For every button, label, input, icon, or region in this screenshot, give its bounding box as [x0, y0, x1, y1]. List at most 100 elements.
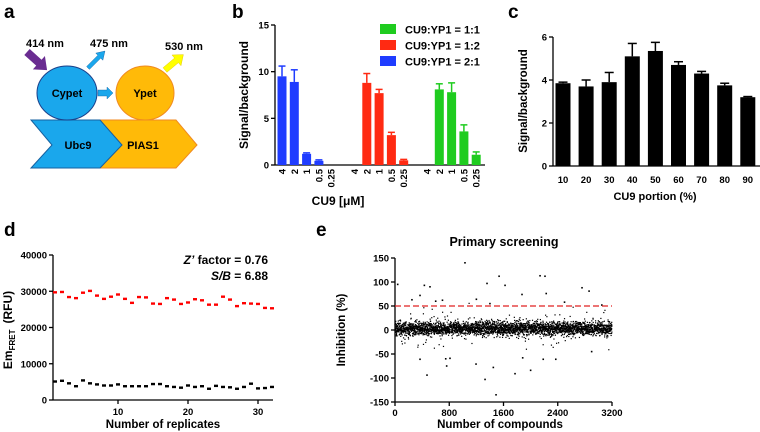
- data-point: [587, 325, 590, 327]
- data-point: [510, 330, 513, 333]
- data-point: [499, 324, 501, 326]
- data-point: [501, 328, 503, 330]
- data-point: [590, 325, 592, 327]
- outlier-point: [441, 299, 444, 302]
- data-point: [484, 325, 486, 327]
- data-point: [405, 335, 408, 337]
- data-point: [574, 327, 576, 329]
- data-point: [590, 333, 593, 336]
- data-point: [495, 324, 497, 326]
- data-point: [609, 330, 611, 332]
- data-point: [511, 322, 513, 325]
- data-point: [438, 330, 440, 332]
- data-point: [551, 325, 554, 327]
- data-point: [123, 385, 127, 388]
- outlier-point: [423, 284, 426, 287]
- data-point: [573, 331, 575, 333]
- data-point: [530, 326, 532, 328]
- data-point: [606, 326, 608, 329]
- data-point: [436, 326, 438, 329]
- data-point: [456, 329, 458, 331]
- data-point: [491, 331, 493, 333]
- data-point: [590, 328, 592, 330]
- data-point: [471, 326, 473, 329]
- data-point: [494, 330, 496, 332]
- data-point: [468, 302, 470, 304]
- data-point: [398, 331, 400, 333]
- data-point: [569, 328, 571, 331]
- data-point: [420, 332, 423, 334]
- data-point: [515, 326, 517, 328]
- data-point: [541, 330, 543, 332]
- data-point: [591, 324, 593, 326]
- data-point: [567, 332, 569, 334]
- data-point: [501, 323, 503, 326]
- data-point: [569, 333, 571, 336]
- data-point: [552, 331, 555, 333]
- data-point: [508, 331, 510, 333]
- data-point: [447, 319, 449, 321]
- data-point: [497, 321, 499, 323]
- outlier-point: [601, 304, 603, 306]
- data-point: [526, 322, 528, 325]
- data-point: [463, 324, 465, 327]
- data-point: [475, 330, 477, 332]
- data-point: [563, 320, 565, 322]
- data-point: [547, 331, 549, 333]
- data-point: [603, 329, 605, 331]
- data-point: [458, 334, 460, 336]
- data-point: [417, 344, 419, 346]
- data-point: [489, 321, 491, 323]
- x-tick-label: 0.25: [472, 168, 483, 187]
- data-point: [492, 332, 495, 334]
- data-point: [494, 325, 497, 328]
- data-point: [403, 332, 405, 334]
- data-point: [549, 331, 551, 333]
- data-point: [576, 325, 578, 327]
- data-point: [487, 335, 489, 337]
- data-point: [546, 316, 548, 318]
- ubc9-label: Ubc9: [65, 140, 92, 152]
- data-point: [437, 317, 439, 319]
- data-point: [411, 333, 414, 335]
- data-point: [576, 321, 578, 323]
- data-point: [456, 323, 459, 325]
- data-point: [566, 324, 568, 326]
- data-point: [580, 324, 582, 326]
- data-point: [523, 334, 526, 336]
- data-point: [493, 321, 496, 323]
- data-point: [398, 323, 400, 326]
- data-point: [426, 323, 428, 325]
- data-point: [525, 337, 527, 340]
- y-tick-label: 6: [542, 33, 547, 44]
- data-point: [514, 319, 516, 321]
- data-point: [472, 327, 474, 329]
- data-point: [430, 331, 433, 333]
- data-point: [591, 332, 594, 334]
- data-point: [458, 325, 460, 327]
- data-point: [522, 334, 525, 336]
- data-point: [461, 331, 463, 333]
- data-point: [490, 329, 492, 331]
- data-point: [582, 334, 585, 337]
- data-point: [395, 331, 397, 333]
- data-point: [514, 328, 516, 330]
- data-point: [491, 329, 493, 332]
- data-point: [588, 330, 590, 332]
- data-point: [570, 338, 572, 340]
- data-point: [509, 323, 511, 326]
- data-point: [581, 327, 583, 329]
- data-point: [471, 323, 473, 326]
- data-point: [405, 323, 407, 325]
- data-point: [467, 323, 469, 325]
- data-point: [475, 325, 477, 327]
- data-point: [499, 333, 502, 335]
- data-point: [546, 334, 548, 336]
- data-point: [534, 325, 536, 328]
- y-axis-label-unit: (RFU): [1, 291, 15, 324]
- data-point: [399, 333, 401, 335]
- y-tick-label: 100: [373, 278, 389, 289]
- data-point: [555, 328, 557, 330]
- data-point: [557, 342, 560, 344]
- data-point: [521, 331, 523, 333]
